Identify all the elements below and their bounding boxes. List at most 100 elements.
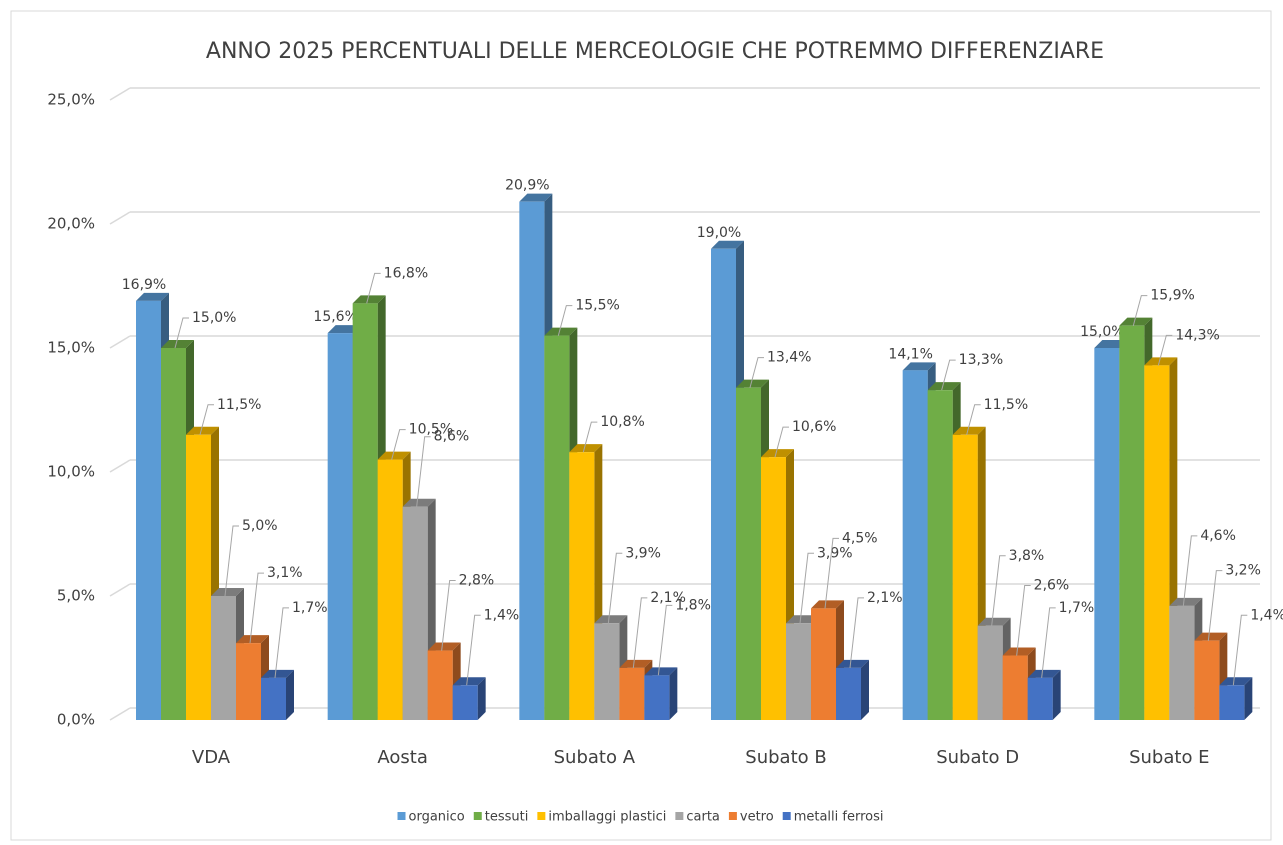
bar	[836, 667, 861, 720]
leader-line	[391, 429, 406, 460]
grid-line	[109, 211, 131, 225]
grid-line	[109, 707, 131, 721]
data-label: 1,7%	[1059, 600, 1095, 616]
bar-top	[1169, 597, 1203, 606]
bar-top	[377, 451, 411, 460]
bar	[161, 348, 186, 720]
legend-swatch	[473, 812, 482, 820]
leader-line	[774, 426, 789, 458]
legend-label: metalli ferrosi	[794, 810, 884, 825]
leader-line	[966, 404, 981, 435]
x-tick-label: Subato A	[554, 747, 636, 768]
bar-top	[711, 240, 744, 249]
data-label: 15,0%	[192, 310, 236, 326]
bar	[902, 370, 928, 720]
bar	[952, 434, 978, 720]
leader-line	[441, 580, 456, 651]
data-label: 4,5%	[842, 530, 878, 546]
bar-top	[761, 449, 794, 458]
y-tick-label: 5,0%	[57, 587, 95, 605]
bar-top	[1219, 677, 1253, 686]
bar	[619, 667, 645, 720]
bar	[452, 685, 478, 720]
data-label: 15,0%	[1080, 324, 1124, 340]
bar-top	[952, 426, 986, 435]
legend-label: imballaggi plastici	[548, 810, 666, 825]
bar-side	[861, 659, 869, 720]
leader-line	[1157, 334, 1173, 366]
bar	[811, 608, 836, 720]
data-label: 5,0%	[242, 518, 278, 534]
leader-line	[632, 597, 648, 668]
data-label: 13,4%	[767, 350, 811, 366]
data-label: 8,6%	[434, 429, 470, 445]
y-tick-label: 25,0%	[47, 91, 95, 109]
bar-top	[544, 327, 578, 336]
bar-side	[669, 667, 678, 720]
bar	[261, 677, 286, 720]
bar-top	[186, 426, 219, 435]
bar	[711, 248, 736, 721]
bar	[1119, 325, 1145, 720]
data-label: 15,6%	[313, 309, 357, 325]
bar-side	[477, 677, 486, 720]
bar-top	[211, 588, 244, 596]
bar	[644, 675, 670, 720]
bar-side	[1052, 669, 1061, 720]
legend-label: carta	[686, 810, 720, 825]
leader-line	[174, 317, 189, 349]
leader-line	[607, 552, 623, 624]
x-tick-label: VDA	[192, 747, 231, 768]
data-label: 2,1%	[867, 590, 903, 606]
data-label: 10,8%	[600, 414, 644, 430]
data-label: 2,6%	[1034, 578, 1070, 594]
bar-top	[1094, 340, 1128, 348]
legend-swatch	[728, 812, 737, 820]
bar	[427, 650, 453, 720]
data-label: 2,8%	[459, 573, 495, 589]
legend-swatch	[782, 812, 791, 820]
leader-line	[1232, 614, 1248, 686]
grid-line	[109, 459, 131, 473]
leader-line	[1207, 570, 1223, 641]
x-tick-label: Aosta	[377, 747, 427, 768]
data-label: 20,9%	[505, 178, 549, 194]
bar	[1027, 677, 1053, 720]
bar-top	[736, 379, 769, 388]
leader-line	[1182, 535, 1198, 606]
bar-top	[977, 617, 1011, 626]
data-label: 19,0%	[697, 225, 741, 241]
data-label: 15,9%	[1150, 288, 1194, 304]
bar-top	[927, 382, 961, 391]
leader-line	[466, 614, 481, 686]
bar-top	[327, 325, 361, 334]
bar-top	[1144, 357, 1178, 366]
data-label: 11,5%	[217, 397, 261, 413]
bar-top	[352, 295, 386, 304]
bar	[1094, 348, 1120, 720]
y-tick-label: 0,0%	[57, 711, 95, 729]
leader-line	[199, 404, 214, 435]
y-tick-label: 20,0%	[47, 215, 95, 233]
bar-top	[1027, 669, 1061, 678]
bar	[352, 303, 378, 720]
bar	[1194, 640, 1220, 720]
leader-line	[1132, 295, 1148, 326]
y-tick-label: 15,0%	[47, 339, 95, 357]
bar	[402, 506, 428, 720]
bar-side	[1244, 677, 1253, 720]
data-label: 14,1%	[888, 346, 932, 362]
bar	[377, 459, 403, 720]
data-label: 13,3%	[959, 352, 1003, 368]
data-label: 15,5%	[575, 298, 619, 314]
grid-line	[109, 335, 131, 349]
bar-top	[261, 669, 294, 678]
legend-swatch	[397, 812, 406, 820]
leader-line	[824, 537, 839, 609]
bar	[977, 625, 1003, 720]
leader-line	[582, 421, 598, 453]
bar	[786, 623, 811, 720]
leader-line	[941, 359, 956, 391]
data-label: 1,4%	[1250, 607, 1283, 623]
